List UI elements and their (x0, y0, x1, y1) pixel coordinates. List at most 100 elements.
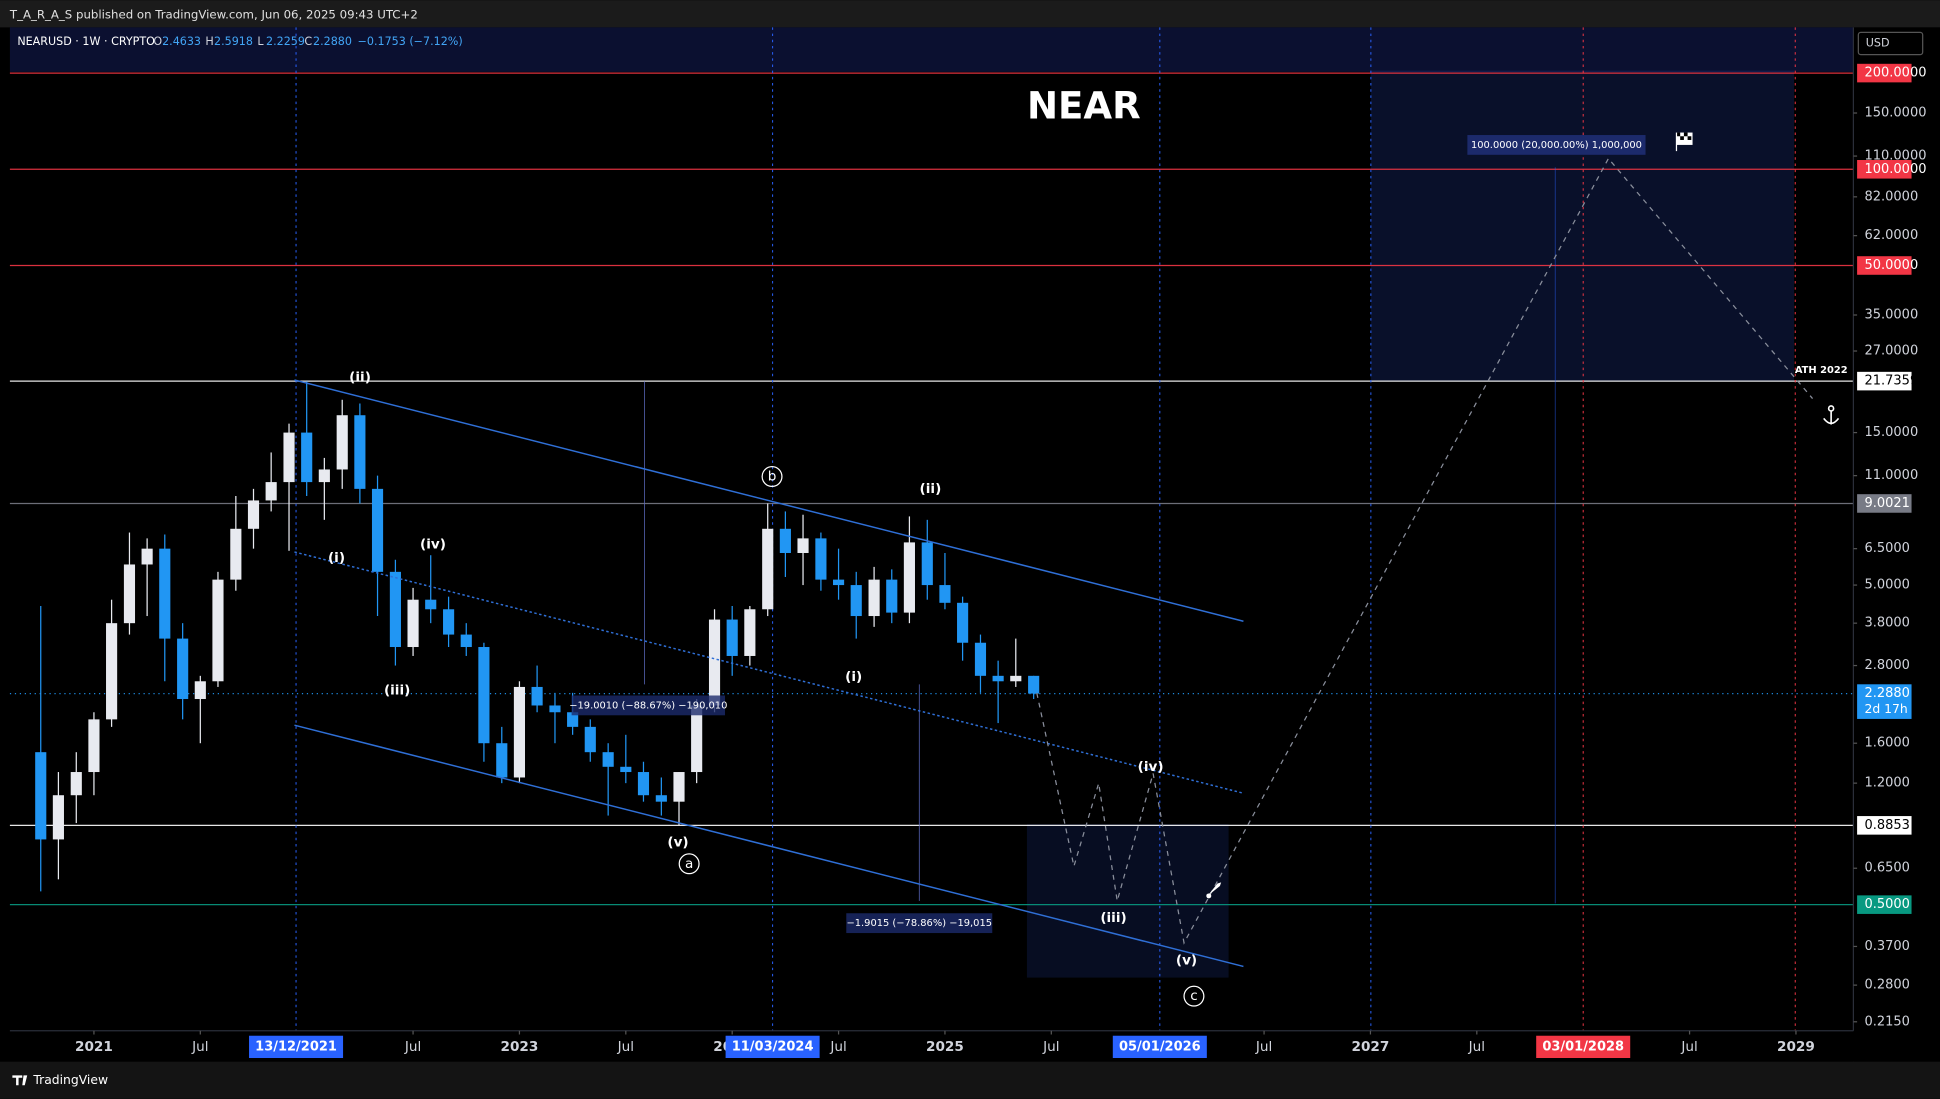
candle-body (886, 579, 898, 613)
wave-label: (v) (667, 835, 688, 851)
candle-body (850, 585, 862, 617)
legend: NEARUSD · 1W · CRYPTO O 2.4633 H 2.5918 L 2.2… (17, 35, 462, 48)
wave-label: (iii) (384, 683, 410, 699)
measure-box (846, 913, 993, 934)
candle-body (549, 705, 561, 713)
candle-body (283, 432, 295, 483)
candle-body (779, 528, 791, 553)
countdown: 2d 17h (1865, 702, 1908, 716)
top-bar (0, 0, 1940, 28)
x-tick-label: Jul (617, 1039, 634, 1055)
candle-body (460, 634, 472, 648)
date-marker-tag (1536, 1035, 1631, 1059)
candle-body (70, 772, 82, 796)
candle-body (903, 542, 915, 613)
projection-path (1036, 157, 1814, 945)
candles (35, 381, 1040, 892)
buy-zone-box (1026, 824, 1229, 978)
channel-upper (294, 379, 1244, 622)
candle-body (318, 469, 330, 483)
y-tick-label: 82.0000 (1865, 189, 1919, 204)
rocket-icon (1206, 882, 1222, 899)
circle (1183, 985, 1205, 1007)
y-tick-label: 2.8000 (1865, 658, 1910, 673)
circled-label: c (1190, 988, 1197, 1004)
x-tick-label: Jul (1468, 1039, 1485, 1055)
ohlc-value: 2.4633 (162, 35, 201, 48)
candle-body (88, 719, 100, 773)
circle (678, 853, 700, 875)
candle-body (620, 766, 632, 773)
date-marker-label: 03/01/2028 (1542, 1039, 1624, 1054)
candle-body (407, 599, 419, 648)
candle-body (762, 528, 774, 610)
date-marker-label: 05/01/2026 (1119, 1039, 1201, 1054)
circled-label: a (685, 856, 693, 872)
y-tick-label: 0.2150 (1865, 1014, 1910, 1029)
date-marker-tag (1112, 1035, 1207, 1059)
levels (9, 27, 1854, 1031)
bottom-bar (0, 1061, 1940, 1099)
y-tick-label: 35.0000 (1865, 307, 1919, 322)
y-tick-label: 62.0000 (1865, 228, 1919, 243)
date-marker-tag (725, 1035, 820, 1059)
price-level-tag (1857, 684, 1912, 719)
date-marker-tag (249, 1035, 344, 1059)
price-level-label: 2.2880 (1865, 686, 1910, 701)
candle-body (992, 675, 1004, 682)
price-level-tag (1857, 256, 1912, 275)
date-marker-label: 11/03/2024 (732, 1039, 814, 1054)
ohlc-key: H (205, 35, 213, 48)
y-tick-label: 27.0000 (1865, 344, 1919, 359)
candle-body (691, 705, 703, 773)
candle-body (815, 538, 827, 580)
ohlc-key: C (304, 35, 312, 48)
axes: USD 150.0000 110.0000 82.0000 62.0000 35.000… (0, 27, 1940, 1062)
x-tick-label: Jul (191, 1039, 208, 1055)
top-band (9, 27, 1854, 72)
x-tick-label: Jul (1680, 1039, 1697, 1055)
candle-body (443, 609, 455, 635)
candle-body (708, 619, 721, 706)
price-level-label: 9.0021 (1865, 496, 1910, 511)
candle-body (106, 623, 118, 720)
y-tick-label: 3.8000 (1865, 616, 1910, 631)
x-tick-label: 2021 (75, 1039, 113, 1055)
candle-body (513, 686, 526, 778)
candle-body (141, 548, 153, 565)
candle-body (212, 579, 224, 682)
candle-body (673, 772, 685, 802)
measurement: −19.0010 (−88.67%) −190,010 (569, 700, 727, 711)
candle-body (336, 415, 348, 470)
candle-body (1028, 675, 1040, 694)
publisher: T_A_R_A_S published on TradingView.com, … (9, 8, 418, 22)
y-tick-label: 5.0000 (1865, 578, 1910, 593)
wave-label: (i) (845, 669, 862, 685)
candle-body (797, 538, 809, 553)
y-tick-label: 0.6500 (1865, 861, 1910, 876)
wave-label: (iii) (1100, 910, 1126, 926)
measurement: 100.0000 (20,000.00%) 1,000,000 (1471, 140, 1642, 151)
wave-label: (iv) (420, 537, 446, 553)
y-tick-label: 0.3700 (1865, 939, 1910, 954)
wave-label: (i) (328, 550, 345, 566)
date-marker-label: 13/12/2021 (255, 1039, 337, 1054)
y-tick-label: 15.0000 (1865, 425, 1919, 440)
brand: TradingView (32, 1073, 108, 1087)
price-level-tag (1857, 895, 1912, 914)
circle (761, 465, 783, 488)
wave-label: (v) (1176, 952, 1197, 968)
measure-box (1467, 135, 1646, 155)
candle-body (567, 712, 579, 727)
candle-body (531, 686, 543, 706)
candle-body (939, 585, 951, 603)
candle-body (35, 752, 47, 840)
ohlc-value: 2.5918 (214, 35, 253, 48)
price-level-tag (1857, 371, 1912, 391)
x-tick-label: 2029 (1777, 1039, 1815, 1055)
price-level-tag (1857, 160, 1912, 179)
candle-body (247, 500, 260, 529)
candle-body (194, 681, 206, 700)
price-level-label: 0.5000 (1865, 897, 1910, 912)
